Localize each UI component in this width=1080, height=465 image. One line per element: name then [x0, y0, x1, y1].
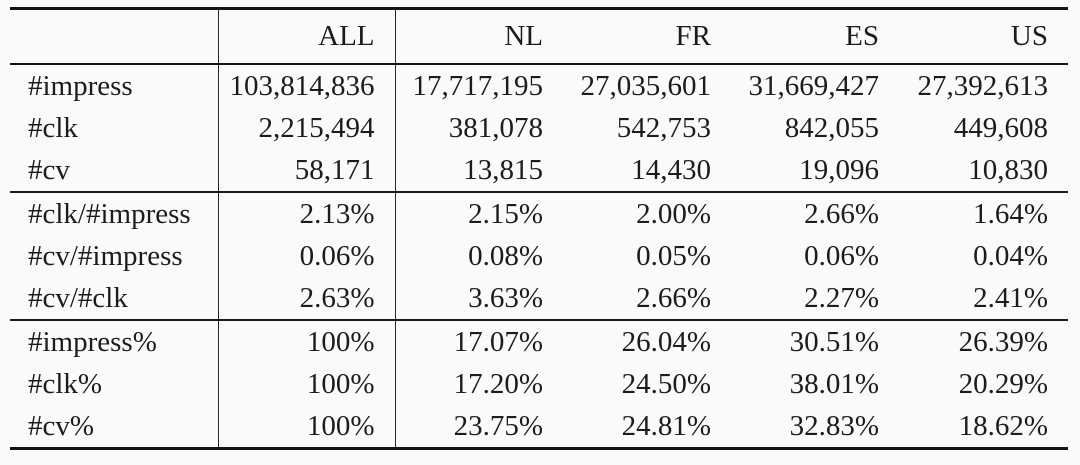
cell-value: 100% — [218, 320, 396, 363]
cell-value: 26.39% — [958, 325, 1048, 358]
cell-value: 0.08% — [468, 239, 543, 272]
table-row: #clk 2,215,494 381,078 542,753 842,055 4… — [10, 107, 1068, 149]
cell-value: 542,753 — [616, 111, 711, 144]
cell-value: 26.04% — [621, 325, 711, 358]
row-label: #cv — [10, 149, 219, 192]
country-stats-table: ALL NL FR ES US #impress 103,814,836 17,… — [10, 7, 1068, 450]
cell-value: 20.29% — [958, 367, 1048, 400]
cell-value: 10,830 — [968, 153, 1048, 186]
cell-value: 38.01% — [789, 367, 879, 400]
table-row: #cv/#clk 2.63% 3.63% 2.66% 2.27% 2.41% — [10, 277, 1068, 320]
row-label: #clk/#impress — [10, 192, 219, 235]
column-header-fr: FR — [675, 20, 711, 52]
cell-value: 18.62% — [958, 409, 1048, 442]
cell-value: 100% — [218, 363, 396, 405]
cell-value: 2.66% — [804, 197, 879, 230]
cell-value: 13,815 — [463, 153, 543, 186]
cell-value: 30.51% — [789, 325, 879, 358]
cell-value: 2.41% — [973, 281, 1048, 314]
cell-value: 100% — [218, 405, 396, 449]
cell-value: 17.07% — [453, 325, 543, 358]
cell-value: 27,392,613 — [917, 69, 1049, 102]
cell-value: 103,814,836 — [218, 64, 396, 107]
cell-value: 17,717,195 — [412, 69, 544, 102]
section-rates: #clk/#impress 2.13% 2.15% 2.00% 2.66% 1.… — [10, 192, 1068, 320]
table-row: #clk% 100% 17.20% 24.50% 38.01% 20.29% — [10, 363, 1068, 405]
cell-value: 0.06% — [804, 239, 879, 272]
section-absolute-counts: #impress 103,814,836 17,717,195 27,035,6… — [10, 64, 1068, 192]
cell-value: 19,096 — [799, 153, 879, 186]
cell-value: 449,608 — [953, 111, 1048, 144]
table-row: #cv 58,171 13,815 14,430 19,096 10,830 — [10, 149, 1068, 192]
cell-value: 842,055 — [784, 111, 879, 144]
row-label: #impress — [10, 64, 219, 107]
row-label: #clk% — [10, 363, 219, 405]
cell-value: 2.66% — [636, 281, 711, 314]
cell-value: 0.05% — [636, 239, 711, 272]
table-row: #impress 103,814,836 17,717,195 27,035,6… — [10, 64, 1068, 107]
cell-value: 14,430 — [631, 153, 711, 186]
row-label: #clk — [10, 107, 219, 149]
cell-value: 27,035,601 — [580, 69, 712, 102]
section-shares: #impress% 100% 17.07% 26.04% 30.51% 26.3… — [10, 320, 1068, 449]
stats-table-container: ALL NL FR ES US #impress 103,814,836 17,… — [10, 7, 1068, 450]
table-header: ALL NL FR ES US — [10, 8, 1068, 64]
cell-value: 381,078 — [448, 111, 543, 144]
header-row: ALL NL FR ES US — [10, 8, 1068, 64]
cell-value: 0.04% — [973, 239, 1048, 272]
table-row: #clk/#impress 2.13% 2.15% 2.00% 2.66% 1.… — [10, 192, 1068, 235]
column-header-all: ALL — [218, 8, 396, 64]
cell-value: 2,215,494 — [218, 107, 396, 149]
column-header-nl: NL — [504, 20, 543, 52]
cell-value: 0.06% — [218, 235, 396, 277]
row-label: #cv% — [10, 405, 219, 449]
cell-value: 32.83% — [789, 409, 879, 442]
column-header-us: US — [1010, 20, 1048, 52]
cell-value: 2.15% — [468, 197, 543, 230]
cell-value: 2.63% — [218, 277, 396, 320]
row-label: #cv/#impress — [10, 235, 219, 277]
cell-value: 31,669,427 — [748, 69, 880, 102]
cell-value: 24.81% — [621, 409, 711, 442]
cell-value: 24.50% — [621, 367, 711, 400]
table-row: #impress% 100% 17.07% 26.04% 30.51% 26.3… — [10, 320, 1068, 363]
cell-value: 1.64% — [973, 197, 1048, 230]
table-row: #cv/#impress 0.06% 0.08% 0.05% 0.06% 0.0… — [10, 235, 1068, 277]
cell-value: 2.00% — [636, 197, 711, 230]
cell-value: 23.75% — [453, 409, 543, 442]
column-header-es: ES — [845, 20, 879, 52]
table-row: #cv% 100% 23.75% 24.81% 32.83% 18.62% — [10, 405, 1068, 449]
row-label: #cv/#clk — [10, 277, 219, 320]
cell-value: 2.13% — [218, 192, 396, 235]
column-header-blank — [10, 8, 219, 64]
cell-value: 2.27% — [804, 281, 879, 314]
cell-value: 17.20% — [453, 367, 543, 400]
row-label: #impress% — [10, 320, 219, 363]
cell-value: 3.63% — [468, 281, 543, 314]
cell-value: 58,171 — [218, 149, 396, 192]
